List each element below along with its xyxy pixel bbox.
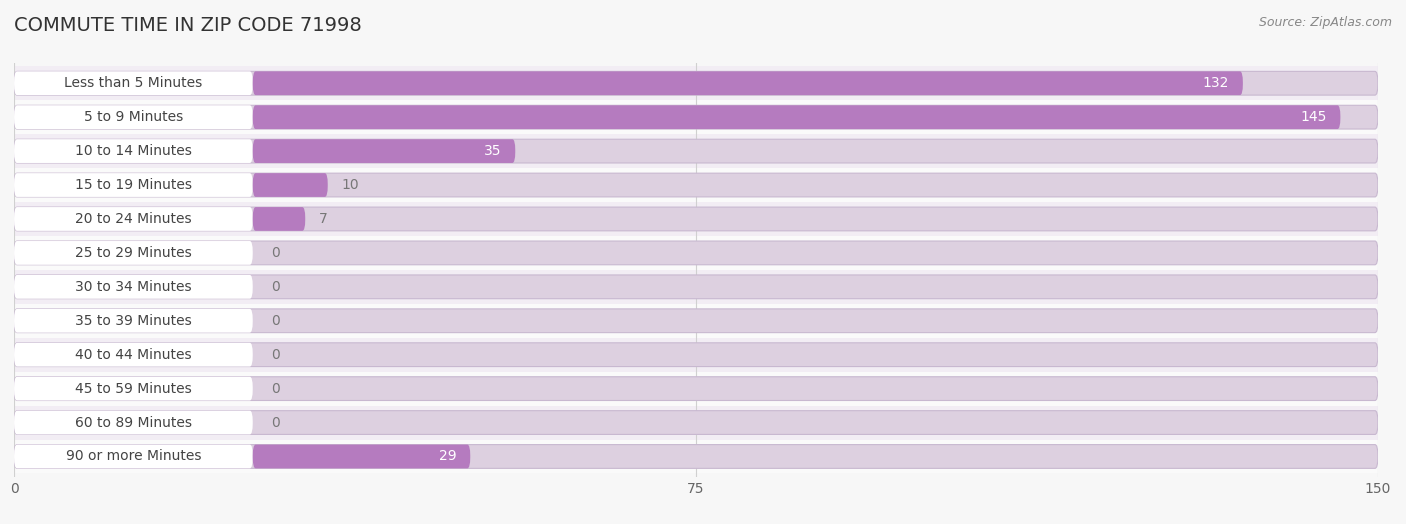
FancyBboxPatch shape [14, 105, 1378, 129]
FancyBboxPatch shape [253, 444, 470, 468]
Text: 0: 0 [271, 280, 280, 294]
FancyBboxPatch shape [14, 207, 1378, 231]
Bar [14, 304, 1378, 338]
Text: 20 to 24 Minutes: 20 to 24 Minutes [75, 212, 191, 226]
FancyBboxPatch shape [14, 207, 253, 231]
FancyBboxPatch shape [14, 275, 1378, 299]
Text: 40 to 44 Minutes: 40 to 44 Minutes [75, 348, 191, 362]
Text: 7: 7 [319, 212, 328, 226]
FancyBboxPatch shape [253, 105, 1340, 129]
Text: 10 to 14 Minutes: 10 to 14 Minutes [75, 144, 191, 158]
FancyBboxPatch shape [14, 411, 253, 434]
FancyBboxPatch shape [253, 207, 305, 231]
Text: COMMUTE TIME IN ZIP CODE 71998: COMMUTE TIME IN ZIP CODE 71998 [14, 16, 361, 35]
Bar [14, 100, 1378, 134]
Text: Source: ZipAtlas.com: Source: ZipAtlas.com [1258, 16, 1392, 29]
Text: 90 or more Minutes: 90 or more Minutes [66, 450, 201, 464]
FancyBboxPatch shape [14, 343, 1378, 367]
FancyBboxPatch shape [14, 71, 253, 95]
Text: 0: 0 [271, 314, 280, 328]
FancyBboxPatch shape [14, 377, 1378, 400]
Text: 60 to 89 Minutes: 60 to 89 Minutes [75, 416, 191, 430]
FancyBboxPatch shape [14, 309, 253, 333]
FancyBboxPatch shape [14, 241, 253, 265]
FancyBboxPatch shape [253, 71, 1243, 95]
FancyBboxPatch shape [14, 173, 1378, 197]
Text: 145: 145 [1301, 110, 1327, 124]
Text: 35 to 39 Minutes: 35 to 39 Minutes [75, 314, 191, 328]
Bar [14, 168, 1378, 202]
Text: 132: 132 [1204, 76, 1229, 90]
Text: 25 to 29 Minutes: 25 to 29 Minutes [75, 246, 191, 260]
Text: 30 to 34 Minutes: 30 to 34 Minutes [75, 280, 191, 294]
Text: 45 to 59 Minutes: 45 to 59 Minutes [75, 381, 191, 396]
Bar [14, 338, 1378, 372]
Text: 0: 0 [271, 416, 280, 430]
Text: 0: 0 [271, 348, 280, 362]
FancyBboxPatch shape [14, 173, 253, 197]
Bar [14, 66, 1378, 100]
Text: 10: 10 [342, 178, 359, 192]
Bar [14, 202, 1378, 236]
Text: Less than 5 Minutes: Less than 5 Minutes [65, 76, 202, 90]
Text: 29: 29 [439, 450, 457, 464]
FancyBboxPatch shape [253, 173, 328, 197]
Bar [14, 372, 1378, 406]
Bar [14, 440, 1378, 474]
Text: 5 to 9 Minutes: 5 to 9 Minutes [84, 110, 183, 124]
FancyBboxPatch shape [14, 377, 253, 400]
Bar [14, 406, 1378, 440]
Text: 35: 35 [484, 144, 502, 158]
Bar [14, 270, 1378, 304]
Bar [14, 236, 1378, 270]
FancyBboxPatch shape [14, 444, 253, 468]
FancyBboxPatch shape [14, 411, 1378, 434]
FancyBboxPatch shape [253, 139, 515, 163]
FancyBboxPatch shape [14, 241, 1378, 265]
Bar [14, 134, 1378, 168]
FancyBboxPatch shape [14, 275, 253, 299]
FancyBboxPatch shape [14, 309, 1378, 333]
FancyBboxPatch shape [14, 444, 1378, 468]
Text: 15 to 19 Minutes: 15 to 19 Minutes [75, 178, 191, 192]
FancyBboxPatch shape [14, 139, 1378, 163]
FancyBboxPatch shape [14, 105, 253, 129]
FancyBboxPatch shape [14, 343, 253, 367]
Text: 0: 0 [271, 381, 280, 396]
FancyBboxPatch shape [14, 139, 253, 163]
Text: 0: 0 [271, 246, 280, 260]
FancyBboxPatch shape [14, 71, 1378, 95]
